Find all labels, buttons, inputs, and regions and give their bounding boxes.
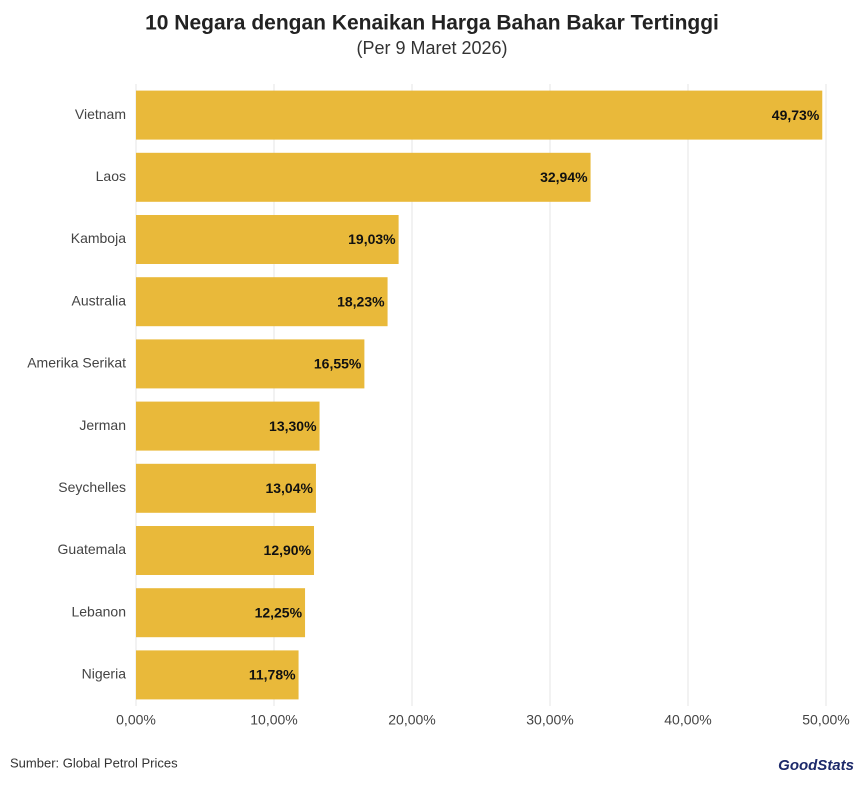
value-label: 13,04%: [265, 480, 313, 496]
value-label: 18,23%: [337, 293, 385, 309]
y-tick-label: Seychelles: [58, 479, 126, 495]
y-tick-label: Guatemala: [58, 541, 127, 557]
x-tick-label: 30,00%: [526, 712, 573, 728]
value-label: 13,30%: [269, 418, 317, 434]
y-tick-label: Jerman: [79, 417, 126, 433]
bar: [136, 526, 315, 575]
bar: [136, 90, 823, 140]
logo: GoodStats: [778, 757, 854, 774]
value-label: 49,73%: [772, 107, 820, 123]
y-tick-label: Australia: [72, 292, 127, 308]
y-tick-label: Lebanon: [71, 603, 126, 619]
bar: [136, 588, 306, 638]
y-tick-label: Laos: [96, 168, 126, 184]
y-tick-label: Nigeria: [82, 666, 127, 682]
bar: [136, 401, 320, 451]
y-tick-label: Kamboja: [71, 230, 126, 246]
bar: [136, 339, 365, 389]
x-tick-label: 40,00%: [664, 712, 711, 728]
chart-title: 10 Negara dengan Kenaikan Harga Bahan Ba…: [145, 12, 719, 35]
value-label: 12,90%: [264, 542, 312, 558]
bar: [136, 650, 299, 700]
value-label: 16,55%: [314, 356, 362, 372]
bar: [136, 215, 399, 264]
x-tick-label: 20,00%: [388, 712, 435, 728]
value-label: 19,03%: [348, 231, 396, 247]
y-tick-label: Vietnam: [75, 106, 126, 122]
chart-subtitle: (Per 9 Maret 2026): [356, 38, 507, 58]
bar: [136, 277, 388, 327]
bar: [136, 152, 591, 202]
source: Sumber: Global Petrol Prices: [10, 755, 178, 770]
x-tick-label: 10,00%: [250, 712, 297, 728]
value-label: 12,25%: [255, 604, 303, 620]
value-label: 11,78%: [249, 667, 296, 683]
bar: [136, 463, 316, 513]
x-tick-label: 0,00%: [116, 712, 156, 728]
y-tick-label: Amerika Serikat: [27, 355, 126, 371]
x-tick-label: 50,00%: [802, 712, 849, 728]
value-label: 32,94%: [540, 169, 588, 185]
